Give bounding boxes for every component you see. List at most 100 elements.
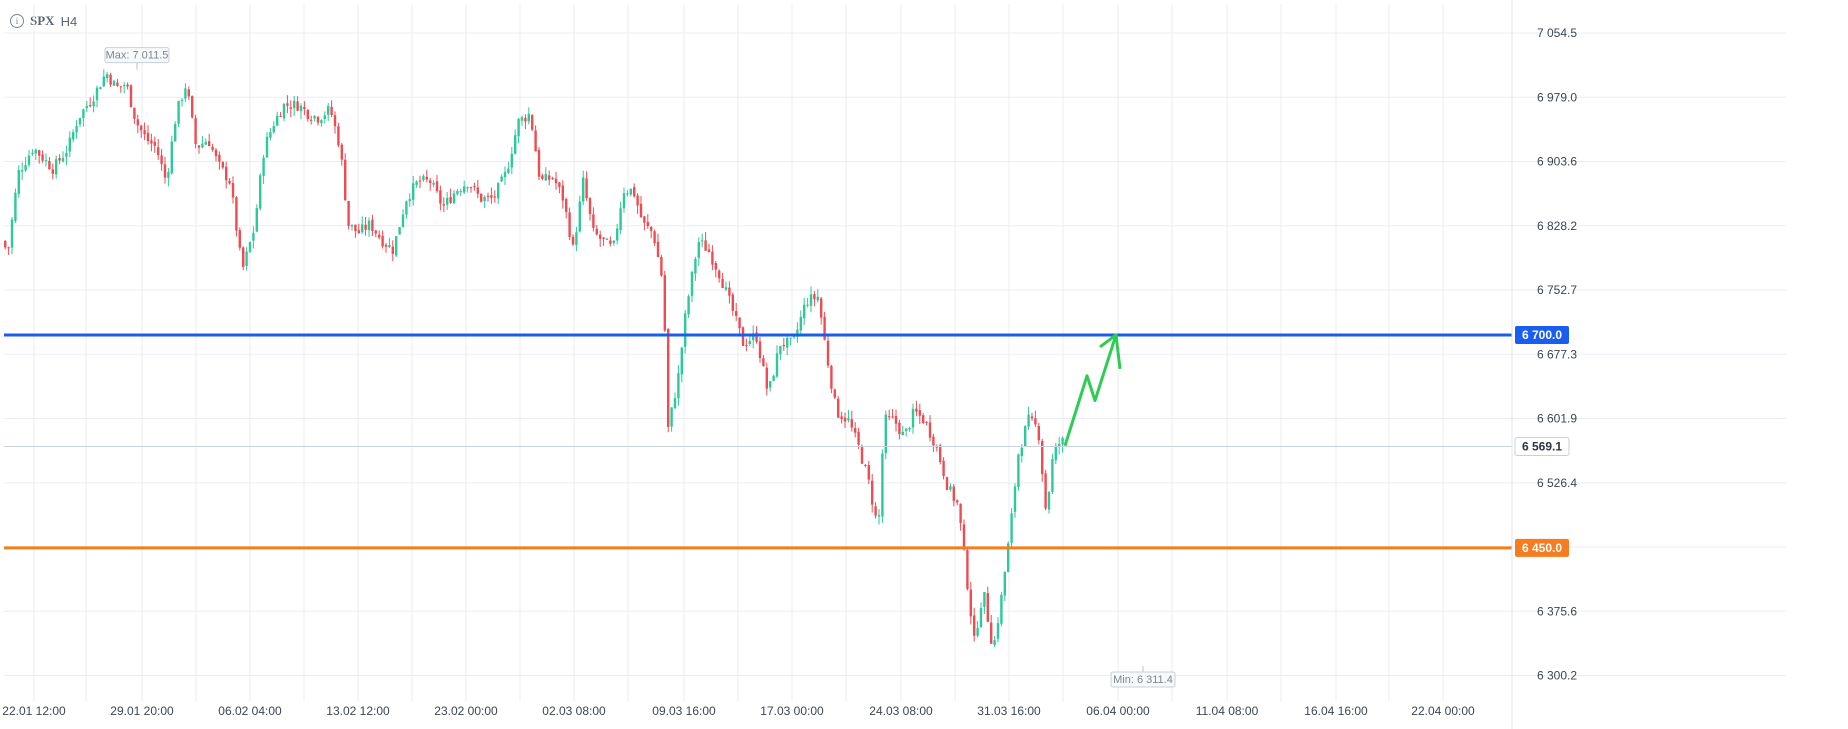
candle-body	[425, 176, 428, 180]
candle-body	[95, 87, 99, 101]
candle-body	[72, 132, 75, 140]
candle-body	[58, 158, 61, 161]
candle-body	[170, 141, 173, 174]
x-tick-label: 09.03 16:00	[652, 704, 716, 718]
candle-body	[697, 242, 700, 258]
candle-body	[660, 256, 663, 276]
candle-body	[898, 422, 901, 434]
candle-body	[840, 416, 843, 420]
candle-body	[347, 200, 350, 226]
candle-body	[864, 464, 867, 466]
symbol-label: SPX	[30, 13, 55, 28]
candle-body	[690, 271, 694, 296]
candle-body	[483, 197, 486, 202]
vertical-gridlines	[33, 4, 1444, 702]
candle-body	[415, 181, 418, 186]
candle-body	[388, 244, 391, 248]
candle-body	[459, 191, 462, 193]
candle-body	[602, 237, 605, 239]
candle-body	[367, 220, 371, 231]
candle-body	[469, 187, 473, 189]
candle-body	[44, 159, 48, 162]
candle-body	[112, 81, 116, 86]
candle-body	[748, 340, 751, 345]
level-tag	[1515, 538, 1569, 557]
candle-body	[956, 500, 959, 503]
candle-body	[228, 180, 231, 184]
candle-body	[435, 181, 439, 192]
candle-body	[361, 224, 364, 233]
candle-body	[204, 141, 207, 145]
candle-body	[65, 152, 68, 157]
candle-body	[497, 183, 500, 199]
candle-body	[636, 195, 639, 206]
candle-body	[55, 159, 58, 175]
candle-body	[874, 506, 877, 516]
projection-arrow-layer	[1063, 333, 1122, 447]
candle-body	[24, 165, 27, 171]
candle-body	[847, 418, 850, 421]
candle-body	[517, 118, 520, 137]
candle-body	[816, 296, 819, 301]
candle-body	[986, 593, 989, 622]
candle-body	[673, 398, 677, 409]
candle-body	[935, 446, 938, 448]
y-tick-label: 6 752.7	[1537, 283, 1577, 297]
candle-body	[626, 193, 629, 195]
candle-body	[578, 201, 581, 232]
candle-body	[490, 195, 493, 198]
candle-body	[993, 640, 996, 645]
candle-body	[211, 146, 214, 150]
candle-body	[1047, 491, 1051, 510]
candle-body	[837, 398, 840, 418]
candle-body	[1041, 440, 1044, 475]
candle-body	[755, 332, 758, 342]
marker-label: Min: 6 311.4	[1113, 674, 1173, 686]
candle-body	[262, 157, 265, 176]
x-tick-label: 06.04 00:00	[1086, 704, 1150, 718]
candle-body	[843, 417, 847, 422]
candle-body	[14, 192, 17, 222]
y-tick-label: 6 375.6	[1537, 604, 1577, 618]
y-tick-label: 6 979.0	[1537, 90, 1577, 104]
candle-body	[299, 105, 303, 112]
candle-body	[622, 193, 626, 209]
x-tick-label: 02.03 08:00	[542, 704, 606, 718]
info-icon[interactable]: i	[10, 14, 24, 28]
candle-body	[432, 182, 435, 185]
candle-body	[809, 294, 813, 306]
candle-body	[289, 107, 292, 109]
timeframe-label[interactable]: H4	[60, 13, 78, 29]
candle-body	[1017, 454, 1020, 488]
projection-arrowhead	[1099, 333, 1122, 370]
candle-body	[769, 381, 772, 388]
candle-body	[806, 304, 809, 306]
candle-body	[969, 589, 972, 617]
candle-body	[531, 115, 534, 130]
candle-body	[524, 117, 527, 122]
candle-body	[990, 622, 993, 644]
candle-body	[867, 465, 870, 480]
candle-body	[133, 107, 136, 119]
candle-body	[884, 414, 887, 454]
candle-body	[320, 120, 323, 124]
candle-body	[653, 231, 656, 244]
candle-body	[184, 88, 187, 99]
candle-body	[670, 407, 673, 427]
candle-body	[163, 164, 167, 178]
candle-body	[932, 436, 935, 446]
candle-body	[1013, 486, 1017, 512]
candle-body	[4, 241, 7, 248]
candle-body	[313, 115, 316, 119]
candle-body	[551, 178, 554, 180]
x-tick-label: 06.02 04:00	[218, 704, 282, 718]
y-tick-label: 6 903.6	[1537, 155, 1577, 169]
candle-body	[752, 333, 755, 341]
candle-body	[820, 298, 823, 318]
x-tick-label: 13.02 12:00	[326, 704, 390, 718]
candle-body	[704, 240, 707, 251]
candle-body	[731, 294, 734, 311]
level-tag-label: 6 450.0	[1522, 541, 1562, 555]
candle-body	[272, 126, 275, 133]
